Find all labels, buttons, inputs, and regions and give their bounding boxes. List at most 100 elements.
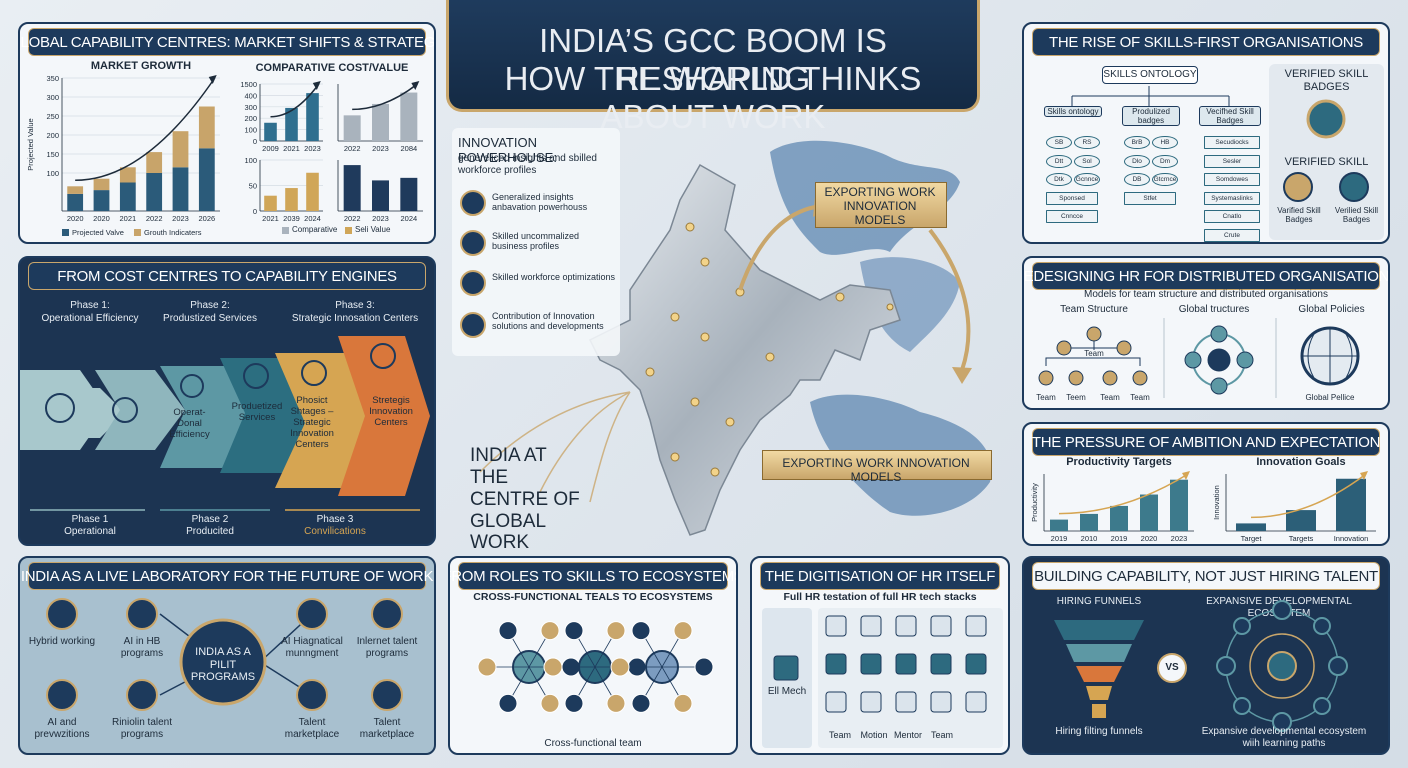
chevron [160,366,255,468]
y-tick-label: 300 [244,103,257,112]
lab-item: Inlernet talent programs [356,636,418,659]
left-caption: Hiring filting funnels [1055,726,1143,737]
x-tick-label: 2021 [119,214,136,223]
trend-arrow [270,83,320,118]
x-tick-label: 2020 [1141,534,1158,543]
phase-footer: Phase 1 [71,514,109,525]
trend-arrow [75,77,216,182]
ribbon-label: EXPORTING WORK INNOVATION MODELS [782,456,970,484]
stack-icon [965,653,987,675]
pressure-panel: THE PRESSURE OF AMBITION AND EXPECTATION… [1022,422,1390,546]
legend-label: Seli Value [355,225,391,234]
bar [400,92,418,141]
node [498,621,518,641]
tree-leaf: Stfet [1124,191,1176,205]
trend-arrow [1250,473,1367,519]
box-item: Skilled workforce optimizations [492,272,616,282]
trend-arrow-head [208,75,217,84]
node [540,693,560,713]
india-map [588,163,901,536]
bar [343,165,361,211]
left-title: HIRING FUNNELS [1056,596,1142,607]
phases-panel: FROM COST CENTRES TO CAPABILITY ENGINES … [18,256,436,546]
y-tick-label: 200 [46,131,59,140]
stack-icon [825,615,847,637]
trend-arrow-head [312,81,321,90]
chevron [275,353,370,488]
trend-arrow-head [411,81,420,90]
legend-swatch [62,229,69,236]
y-tick-label: 200 [244,114,257,123]
icon [296,598,328,630]
legend-label: Grouth Indicaters [144,228,202,237]
icon [370,343,396,369]
team-label: Team [1084,349,1104,358]
node [610,657,630,677]
phase-name: Operational Efficiency [41,313,139,324]
column-head: Global Policies [1298,304,1365,315]
y-axis-label: Innovation [1212,485,1221,520]
lab-item: AI in HB programs [120,636,164,659]
panel-title: THE PRESSURE OF AMBITION AND EXPECTATION [1032,428,1380,456]
tree-leaf: SB [1046,136,1072,150]
stack-icon [860,615,882,637]
badges-title: VERIFIED SKILL BADGES [1284,68,1369,93]
badge-icon [1339,172,1369,202]
chevron [338,336,430,496]
bar [1110,505,1128,531]
lab-panel: INDIA AS A LIVE LABORATORY FOR THE FUTUR… [18,556,436,755]
nodes [1216,600,1348,732]
tree-leaf: Dlo [1124,154,1150,168]
phase-footer: Producited [186,526,234,537]
bar [400,177,418,211]
icon [243,363,269,389]
header-title: INDIA’S GCC BOOM IS RESHAPING [539,22,887,97]
bar [1050,519,1068,531]
tree-leaf: Secudiocks [1204,136,1260,150]
skills-tree [1071,64,1384,240]
phase-heading: Phase 1: [70,300,110,311]
y-tick-label: 100 [244,126,257,135]
ecosystem-network [477,621,714,713]
chevron-label: Produetized Services [231,401,283,423]
stack-icon [895,691,917,713]
node [673,621,693,641]
arrow [928,228,971,371]
team-label: Team [1100,393,1120,402]
center-circle [179,618,267,706]
bar [285,107,298,141]
stack-icon [825,691,847,713]
phase-heading: Phase 3: [335,300,375,311]
chart-title: MARKET GROWTH [91,60,191,72]
global-icons [1184,325,1254,395]
box-subtitle: genereliced insights and sbilled workfor… [458,153,597,176]
icon [126,598,158,630]
x-tick-label: Targets [1289,534,1314,543]
stack-icon [965,691,987,713]
tree-leaf: Dm [1152,154,1178,168]
lab-item: AI and prevwzitions [34,717,90,740]
panel-subtitle: Models for team structure and distribute… [1083,289,1328,300]
chevron-label: Phosict Shtages – Strategic Innovation C… [290,395,334,450]
y-tick-label: 0 [253,137,257,146]
x-tick-label: 2009 [262,144,279,153]
trend-arrow [1058,473,1189,515]
phase-name: Strategic Innosation Centers [291,313,419,324]
team-icons [1038,326,1148,386]
y-tick-label: 0 [253,207,257,216]
legend-label: Projected Valve [72,228,124,237]
tree-leaf: Cnatlo [1204,210,1260,224]
bar [1286,510,1316,531]
stack-icon [860,653,882,675]
market-growth-chart: MARKET GROWTH Projected Value 100 150 200 250… [26,60,220,237]
x-tick-label: 2039 [283,214,300,223]
map-dots [645,222,894,477]
icon [126,679,158,711]
x-tick-label: 2084 [400,144,417,153]
node [564,693,584,713]
bar [93,190,110,211]
tree-branch: Vecifhed Skill Badges [1199,106,1261,127]
bar [1336,478,1366,531]
bar [1236,523,1266,531]
bar [1170,479,1188,531]
